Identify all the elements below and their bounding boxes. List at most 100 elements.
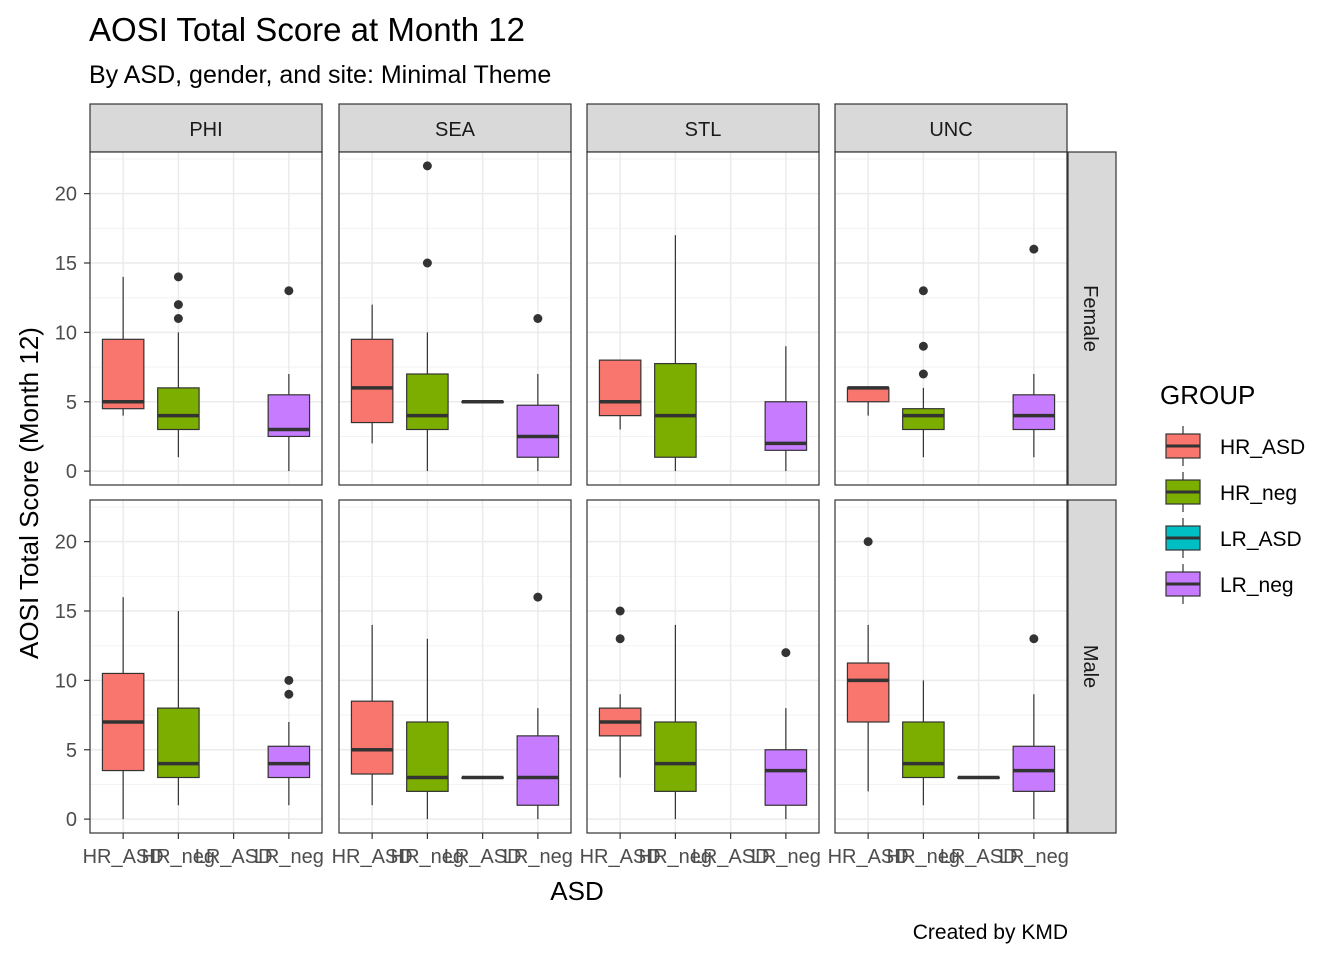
box-iqr bbox=[846, 387, 890, 403]
x-tick-label: HR_ASD bbox=[83, 846, 164, 868]
box-lr-neg bbox=[764, 648, 808, 820]
boxes-male-unc bbox=[846, 537, 1056, 820]
boxes-female-stl bbox=[598, 235, 808, 472]
outlier-point bbox=[533, 592, 543, 602]
box-lr-neg bbox=[267, 675, 311, 806]
strip-phi bbox=[89, 103, 323, 153]
chart-subtitle: By ASD, gender, and site: Minimal Theme bbox=[89, 61, 551, 89]
x-tick-label: LR_neg bbox=[751, 846, 821, 868]
x-tick-label: LR_ASD bbox=[444, 846, 522, 868]
boxes-female-unc bbox=[846, 244, 1056, 458]
y-tick-label: 5 bbox=[66, 392, 77, 414]
box-iqr bbox=[157, 387, 200, 431]
boxes-female-phi bbox=[101, 272, 311, 472]
outlier-point bbox=[615, 634, 625, 644]
boxes-female-sea bbox=[350, 161, 560, 472]
legend-item-hr-neg: HR_neg bbox=[1165, 472, 1297, 512]
outlier-point bbox=[918, 286, 928, 296]
panel-background bbox=[835, 152, 1067, 485]
box-iqr bbox=[654, 721, 697, 792]
outlier-point bbox=[918, 369, 928, 379]
x-tick-label: LR_ASD bbox=[195, 846, 273, 868]
x-tick-label: HR_neg bbox=[142, 846, 215, 868]
strip-stl bbox=[586, 103, 820, 153]
box-hr-asd bbox=[101, 276, 145, 416]
caption: Created by KMD bbox=[913, 921, 1068, 944]
box-hr-neg bbox=[406, 638, 449, 820]
boxes-male-stl bbox=[598, 606, 808, 820]
strip-label-phi: PHI bbox=[189, 119, 222, 141]
y-tick-label: 20 bbox=[55, 532, 77, 554]
box-lr-neg bbox=[516, 592, 560, 820]
panel-border bbox=[834, 151, 1068, 486]
panel-male-phi bbox=[90, 500, 322, 833]
x-axis-label: ASD bbox=[550, 876, 603, 906]
outlier-point bbox=[422, 161, 432, 171]
box-hr-asd bbox=[350, 304, 394, 444]
strip-label-sea: SEA bbox=[435, 119, 476, 141]
y-tick-label: 10 bbox=[55, 670, 77, 692]
legend-item-lr-asd: LR_ASD bbox=[1165, 518, 1302, 558]
box-lr-asd bbox=[461, 400, 504, 404]
legend-title: GROUP bbox=[1160, 380, 1255, 410]
y-tick-label: 15 bbox=[55, 601, 77, 623]
box-hr-neg bbox=[654, 235, 697, 472]
box-hr-neg bbox=[157, 272, 200, 458]
outlier-point bbox=[1029, 244, 1039, 254]
box-iqr bbox=[406, 373, 449, 431]
outlier-point bbox=[284, 689, 294, 699]
x-tick-label: LR_neg bbox=[999, 846, 1069, 868]
box-lr-asd bbox=[461, 775, 504, 780]
y-tick-label: 20 bbox=[55, 184, 77, 206]
panel-border bbox=[89, 499, 323, 834]
x-tick-label: HR_neg bbox=[887, 846, 960, 868]
y-tick-label: 5 bbox=[66, 740, 77, 762]
boxes-male-sea bbox=[350, 592, 560, 820]
box-iqr bbox=[1012, 394, 1056, 431]
box-iqr bbox=[902, 408, 945, 431]
outlier-point bbox=[422, 258, 432, 268]
box-iqr bbox=[598, 359, 642, 417]
legend: GROUP HR_ASD HR_neg LR_ASD LR_neg bbox=[1160, 380, 1305, 604]
box-lr-neg bbox=[267, 286, 311, 472]
outlier-point bbox=[284, 286, 294, 296]
outlier-point bbox=[615, 606, 625, 616]
panel-border bbox=[834, 499, 1068, 834]
x-tick-label: LR_neg bbox=[254, 846, 324, 868]
box-iqr bbox=[350, 338, 394, 424]
strip-label-unc: UNC bbox=[929, 119, 972, 141]
chart-title: AOSI Total Score at Month 12 bbox=[89, 11, 525, 48]
box-iqr bbox=[846, 662, 890, 723]
x-tick-label: HR_neg bbox=[391, 846, 464, 868]
outlier-point bbox=[533, 314, 543, 323]
strip-label-male: Male bbox=[1079, 645, 1101, 688]
box-hr-asd bbox=[350, 624, 394, 806]
x-tick-label: HR_neg bbox=[639, 846, 712, 868]
box-hr-neg bbox=[157, 611, 200, 806]
box-iqr bbox=[101, 338, 145, 410]
outlier-point bbox=[173, 314, 183, 323]
strip-sea bbox=[338, 103, 572, 153]
box-iqr bbox=[902, 721, 945, 779]
box-hr-asd bbox=[846, 537, 890, 792]
box-iqr bbox=[516, 404, 560, 458]
box-iqr bbox=[406, 721, 449, 792]
outlier-point bbox=[781, 648, 791, 658]
y-tick-label: 0 bbox=[66, 809, 77, 831]
box-hr-asd bbox=[598, 359, 642, 430]
x-tick-label: HR_ASD bbox=[332, 846, 413, 868]
box-lr-neg bbox=[1012, 244, 1056, 458]
y-axis-label: AOSI Total Score (Month 12) bbox=[14, 327, 44, 659]
box-lr-neg bbox=[516, 314, 560, 472]
box-iqr bbox=[516, 735, 560, 806]
strip-male bbox=[1067, 499, 1117, 834]
box-iqr bbox=[157, 707, 200, 779]
outlier-point bbox=[284, 675, 294, 685]
box-iqr bbox=[350, 700, 394, 775]
panel-border bbox=[338, 151, 572, 486]
strip-label-female: Female bbox=[1079, 285, 1101, 352]
boxes-male-phi bbox=[101, 597, 311, 820]
panel-border bbox=[89, 151, 323, 486]
box-hr-asd bbox=[101, 597, 145, 820]
